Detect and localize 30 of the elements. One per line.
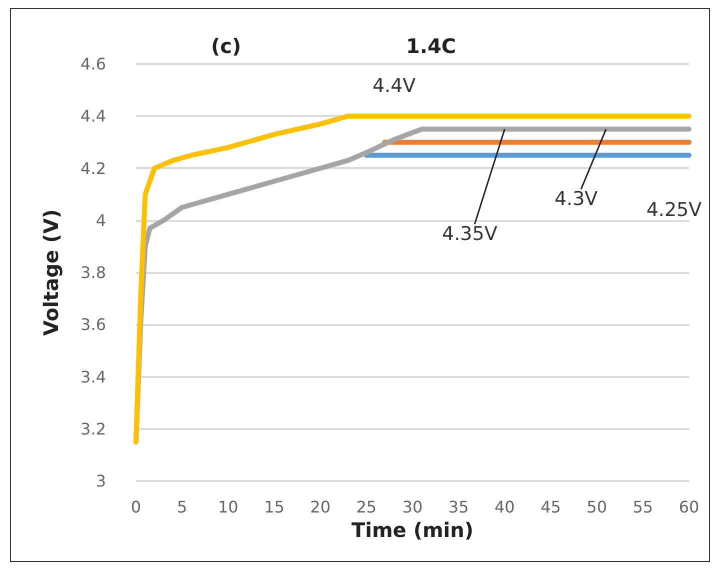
x-tick-label: 60: [678, 498, 700, 516]
x-tick-label: 15: [264, 498, 284, 516]
x-tick-label: 25: [356, 498, 377, 516]
x-tick-label: 35: [448, 498, 469, 516]
x-axis-title: Time (min): [351, 518, 474, 542]
y-tick-label: 3.4: [80, 367, 106, 386]
y-tick-label: 4: [96, 210, 106, 230]
y-tick-label: 4.2: [80, 158, 106, 178]
x-tick-label: 0: [130, 498, 142, 516]
x-tick-label: 45: [540, 498, 561, 516]
annotation: 4.25V: [646, 199, 702, 222]
annotation: 4.35V: [442, 223, 498, 246]
x-tick-label: 40: [494, 498, 515, 516]
x-tick-label: 30: [402, 498, 423, 516]
y-tick-label: 3.2: [80, 419, 106, 438]
chart-title: 1.4C: [406, 34, 456, 58]
y-tick-label: 4.6: [80, 54, 106, 74]
y-tick-label: 3: [96, 472, 106, 490]
x-tick-label: 55: [632, 498, 654, 516]
x-tick-label: 10: [218, 498, 238, 516]
x-tick-label: 5: [176, 498, 188, 516]
annotation: 4.4V: [372, 75, 416, 98]
text: (c): [211, 34, 242, 58]
y-tick-label: 4.4: [80, 106, 106, 126]
y-tick-label: 3.8: [80, 263, 106, 282]
y-tick-label: 3.6: [80, 315, 106, 334]
x-tick-label: 20: [310, 498, 331, 516]
y-axis-title: Voltage (V): [39, 209, 63, 336]
x-tick-label: 50: [586, 498, 608, 516]
annotation: 4.3V: [554, 188, 598, 210]
